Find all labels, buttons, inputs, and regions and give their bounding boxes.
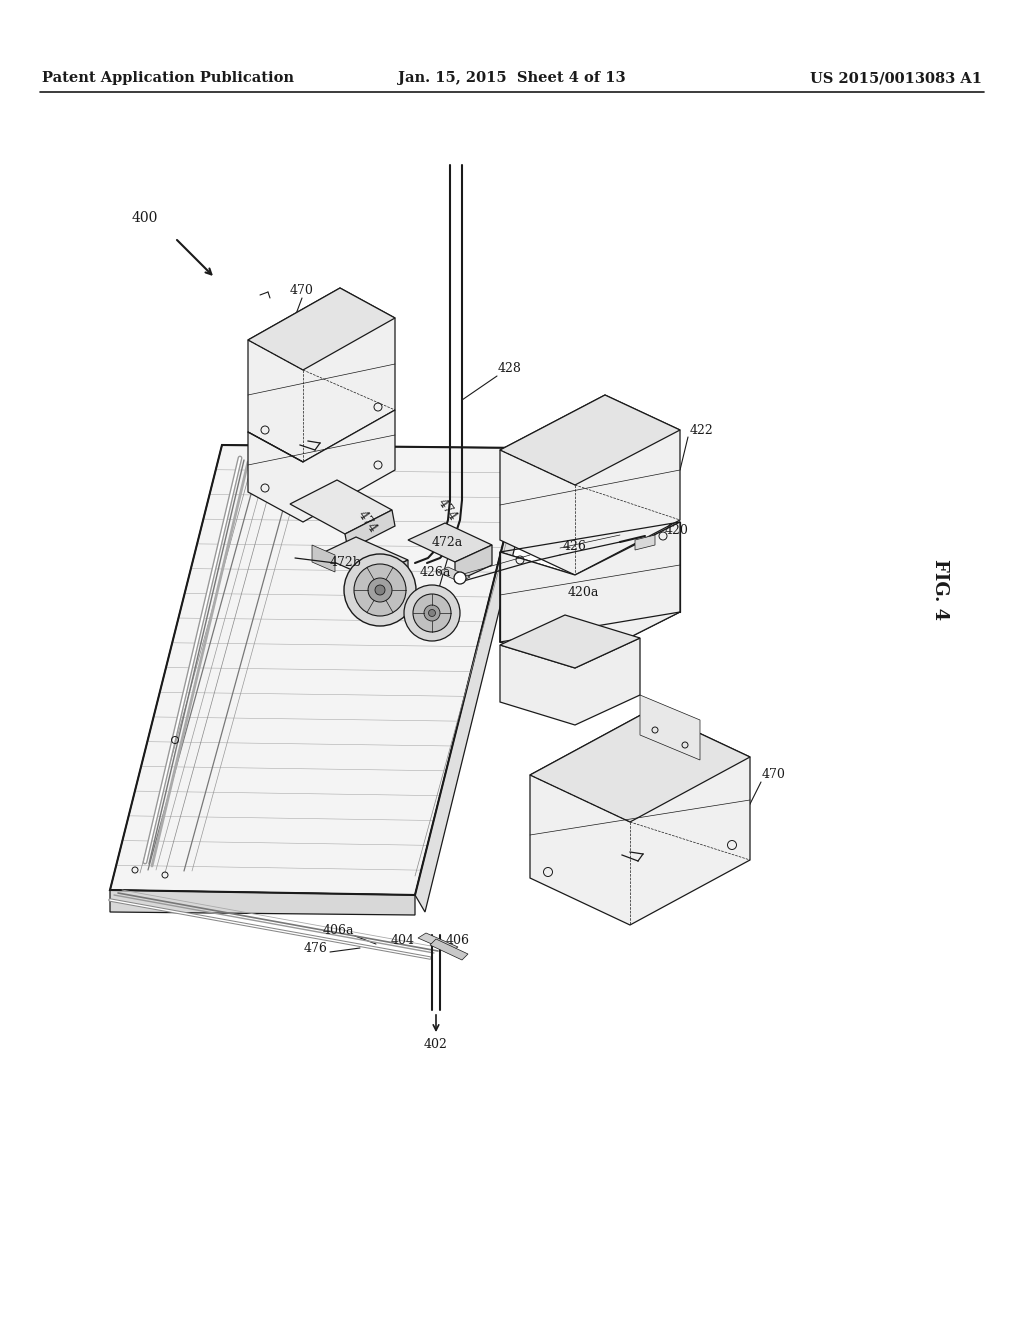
Polygon shape — [345, 510, 395, 550]
Polygon shape — [370, 560, 408, 601]
Text: Jan. 15, 2015  Sheet 4 of 13: Jan. 15, 2015 Sheet 4 of 13 — [398, 71, 626, 84]
Text: 426a: 426a — [420, 565, 452, 578]
Polygon shape — [318, 537, 408, 578]
Polygon shape — [248, 288, 395, 462]
Circle shape — [368, 578, 392, 602]
Text: 476: 476 — [304, 941, 328, 954]
Circle shape — [404, 585, 460, 642]
Polygon shape — [312, 545, 335, 572]
Text: 422: 422 — [690, 424, 714, 437]
Polygon shape — [110, 445, 527, 895]
Text: 402: 402 — [424, 1039, 447, 1052]
Text: 400: 400 — [132, 211, 158, 224]
Polygon shape — [500, 395, 680, 484]
Polygon shape — [530, 710, 750, 822]
Circle shape — [344, 554, 416, 626]
Polygon shape — [430, 939, 468, 960]
Text: 404: 404 — [391, 933, 415, 946]
Polygon shape — [500, 395, 680, 576]
Polygon shape — [110, 890, 415, 915]
Circle shape — [454, 572, 466, 583]
Polygon shape — [418, 933, 458, 952]
Polygon shape — [438, 568, 470, 582]
Text: 472a: 472a — [432, 536, 463, 549]
Text: 406: 406 — [446, 933, 470, 946]
Circle shape — [413, 594, 451, 632]
Polygon shape — [290, 480, 392, 535]
Polygon shape — [530, 710, 750, 925]
Text: 472b: 472b — [330, 556, 361, 569]
Text: FIG. 4: FIG. 4 — [931, 560, 949, 620]
Polygon shape — [500, 521, 680, 665]
Polygon shape — [500, 638, 640, 725]
Polygon shape — [640, 696, 700, 760]
Polygon shape — [455, 545, 492, 582]
Text: 470: 470 — [762, 768, 785, 781]
Text: US 2015/0013083 A1: US 2015/0013083 A1 — [810, 71, 982, 84]
Polygon shape — [248, 411, 395, 521]
Polygon shape — [635, 535, 655, 550]
Polygon shape — [408, 523, 492, 562]
Text: Patent Application Publication: Patent Application Publication — [42, 71, 294, 84]
Polygon shape — [500, 615, 640, 668]
Circle shape — [354, 564, 406, 616]
Polygon shape — [500, 521, 680, 665]
Text: 470: 470 — [290, 284, 314, 297]
Text: 420: 420 — [665, 524, 689, 536]
Text: 428: 428 — [498, 362, 522, 375]
Text: 420a: 420a — [568, 586, 599, 598]
Text: 474: 474 — [435, 496, 460, 524]
Circle shape — [428, 610, 435, 616]
Text: 406a: 406a — [323, 924, 354, 936]
Polygon shape — [415, 447, 535, 912]
Text: 426: 426 — [563, 540, 587, 553]
Polygon shape — [248, 288, 395, 370]
Circle shape — [424, 605, 440, 620]
Text: 474: 474 — [355, 508, 379, 536]
Circle shape — [375, 585, 385, 595]
